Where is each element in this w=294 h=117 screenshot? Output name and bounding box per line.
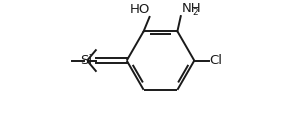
Text: Si: Si (80, 54, 92, 67)
Text: 2: 2 (192, 8, 198, 17)
Text: HO: HO (130, 3, 150, 16)
Text: NH: NH (182, 2, 201, 15)
Text: Cl: Cl (210, 54, 223, 67)
